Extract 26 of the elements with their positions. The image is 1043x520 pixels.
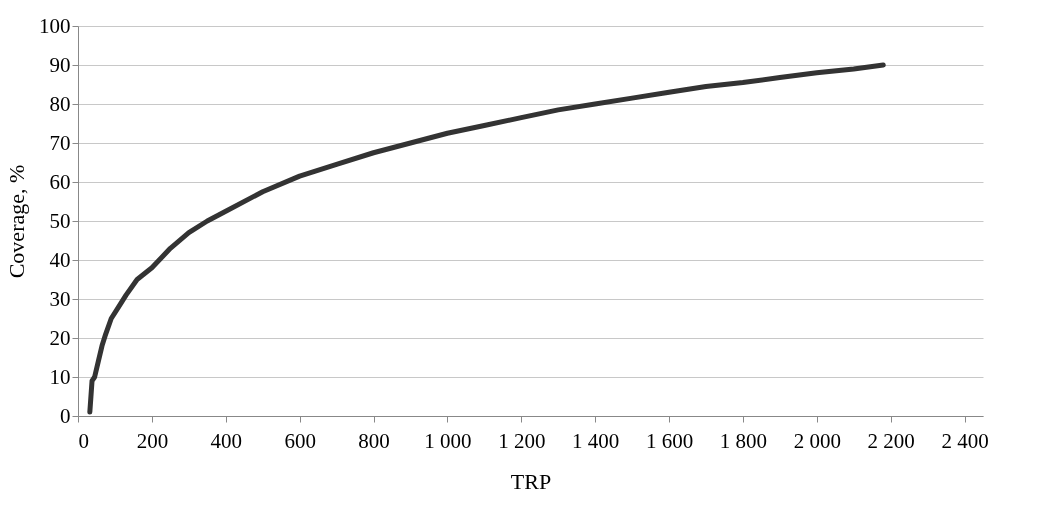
- y-tick-label: 60: [49, 169, 71, 194]
- y-tick-label: 50: [49, 208, 71, 233]
- y-tick-label: 70: [49, 130, 71, 155]
- y-tick-label: 90: [49, 52, 71, 77]
- y-tick-label: 30: [49, 286, 71, 311]
- x-tick-label: 1 800: [719, 428, 768, 453]
- x-axis-title: TRP: [510, 468, 552, 494]
- y-tick-label: 10: [49, 364, 71, 389]
- y-tick-label: 20: [49, 325, 71, 350]
- y-axis-title: Coverage, %: [4, 164, 29, 279]
- x-tick-label: 0: [78, 428, 89, 453]
- x-tick-label: 200: [136, 428, 169, 453]
- y-tick-label: 40: [49, 247, 71, 272]
- x-tick-label: 1 600: [645, 428, 694, 453]
- y-tick-label: 0: [60, 403, 71, 428]
- x-tick-label: 600: [284, 428, 316, 453]
- x-tick-label: 1 200: [498, 428, 546, 453]
- x-tick-label: 2 000: [793, 428, 841, 453]
- x-tick-label: 2 400: [941, 428, 989, 453]
- x-tick-label: 400: [210, 428, 243, 453]
- x-tick-label: 800: [358, 428, 390, 453]
- x-tick-label: 1 000: [424, 428, 472, 453]
- x-tick-label: 2 200: [867, 428, 915, 453]
- y-tick-label: 80: [49, 91, 71, 116]
- x-tick-label: 1 400: [572, 428, 620, 453]
- y-tick-label: 100: [39, 13, 71, 38]
